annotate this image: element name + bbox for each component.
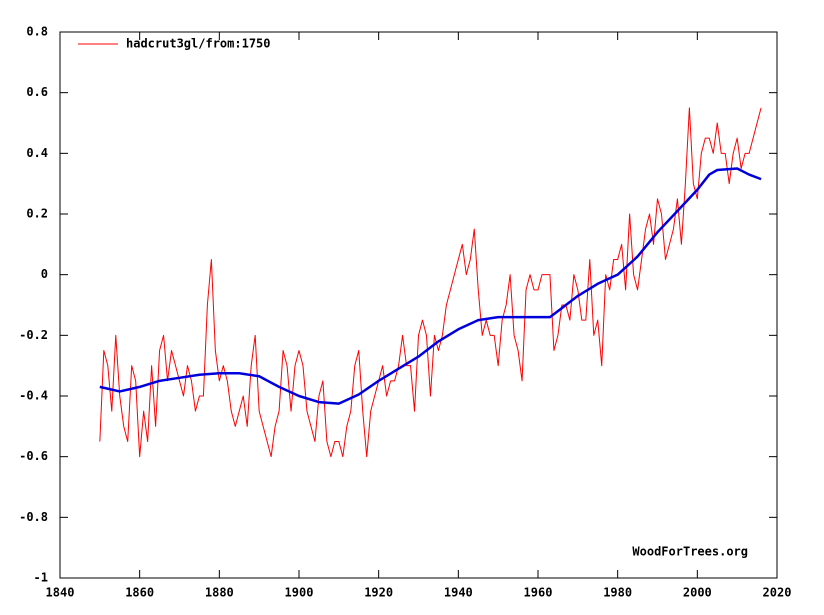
x-tick-label: 1960 [524, 586, 553, 600]
y-tick-label: 0.6 [26, 85, 48, 99]
y-tick-label: 0 [41, 267, 48, 281]
plot-frame [59, 31, 778, 579]
x-tick-label: 1860 [125, 586, 154, 600]
x-tick-label: 1880 [205, 586, 234, 600]
y-tick-label: 0.8 [26, 25, 48, 39]
x-tick-label: 2020 [763, 586, 792, 600]
x-tick-label: 1980 [603, 586, 632, 600]
y-tick-label: 0.2 [26, 207, 48, 221]
y-tick-label: 0.4 [26, 146, 48, 160]
watermark: WoodForTrees.org [632, 545, 748, 559]
legend-label: hadcrut3gl/from:1750 [126, 37, 271, 51]
y-tick-label: -0.2 [19, 328, 48, 342]
x-tick-label: 1840 [46, 586, 75, 600]
x-tick-label: 1940 [444, 586, 473, 600]
series-line [99, 107, 762, 458]
x-tick-label: 1900 [285, 586, 314, 600]
x-tick-label: 2000 [683, 586, 712, 600]
y-tick-label: -0.4 [19, 389, 48, 403]
series-line [99, 167, 762, 405]
y-tick-label: -0.8 [19, 510, 48, 524]
y-tick-label: -0.6 [19, 449, 48, 463]
marks [99, 107, 762, 458]
y-tick-label: -1 [34, 571, 48, 585]
x-tick-label: 1920 [364, 586, 393, 600]
